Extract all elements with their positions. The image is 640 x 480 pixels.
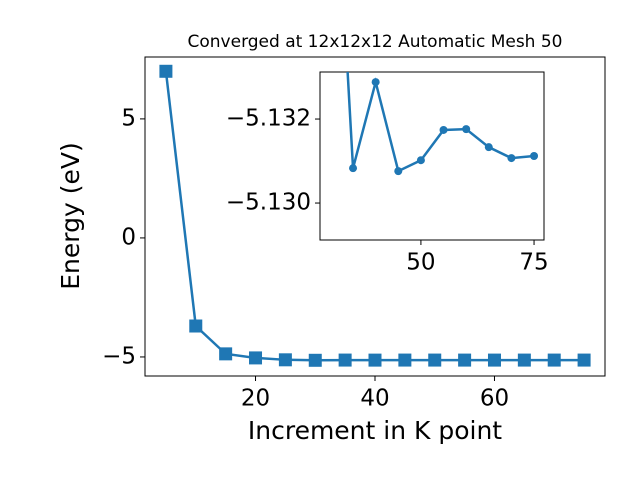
x-tick-label: 50 — [406, 250, 435, 276]
data-point — [439, 125, 448, 134]
x-tick-label: 20 — [241, 386, 270, 412]
data-point — [398, 353, 412, 367]
data-point — [159, 64, 173, 78]
data-point — [507, 154, 516, 163]
data-point — [338, 353, 352, 367]
data-point — [577, 353, 591, 367]
data-point — [394, 167, 403, 176]
data-point — [368, 353, 382, 367]
data-point — [189, 319, 203, 333]
plot-area — [346, 72, 539, 176]
series-line — [346, 72, 535, 173]
data-point — [428, 353, 442, 367]
y-tick-label: −5.130 — [226, 190, 311, 216]
y-axis-label: Energy (eV) — [56, 142, 85, 289]
data-point — [547, 353, 561, 367]
data-point — [484, 143, 493, 152]
data-point — [371, 78, 380, 87]
data-point — [462, 125, 471, 134]
data-point — [530, 152, 539, 160]
chart-title: Converged at 12x12x12 Automatic Mesh 50 — [188, 32, 563, 52]
data-point — [278, 353, 292, 367]
data-point — [416, 156, 425, 165]
data-point — [487, 353, 501, 367]
y-tick-label: −5 — [102, 343, 136, 369]
plot-area — [159, 64, 591, 367]
plot-frame — [319, 71, 545, 241]
x-tick-label: 75 — [519, 250, 548, 276]
data-point — [517, 353, 531, 367]
data-point — [349, 164, 358, 173]
y-tick-label: −5.132 — [226, 106, 311, 132]
data-point — [458, 353, 472, 367]
data-point — [219, 347, 233, 361]
y-tick-label: 0 — [121, 224, 136, 250]
data-point — [249, 351, 263, 365]
data-point — [308, 353, 322, 367]
x-tick-label: 40 — [360, 386, 389, 412]
y-tick-label: 5 — [121, 105, 136, 131]
x-axis-label: Increment in K point — [248, 416, 502, 445]
x-tick-label: 60 — [480, 386, 509, 412]
